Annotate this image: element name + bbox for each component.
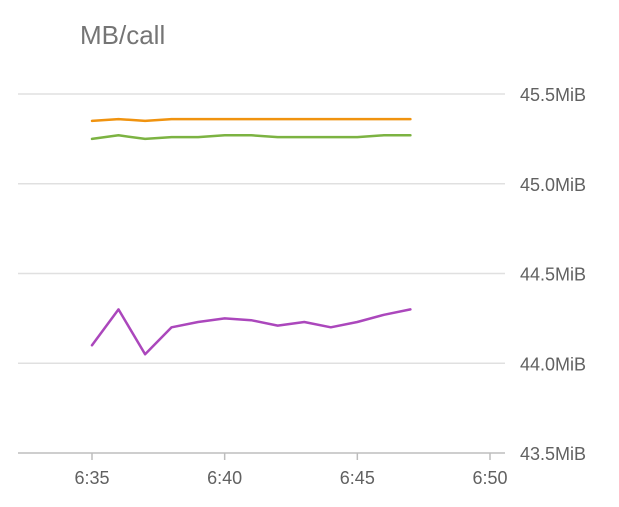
series-line-2: [90, 134, 412, 141]
x-tick-label: 6:50: [472, 468, 507, 488]
y-tick-label: 45.5MiB: [520, 85, 586, 105]
x-tick-label: 6:35: [74, 468, 109, 488]
y-tick-label: 45.0MiB: [520, 175, 586, 195]
chart-title: MB/call: [80, 20, 166, 50]
y-tick-label: 43.5MiB: [520, 444, 586, 464]
series-line-3: [90, 308, 412, 356]
y-tick-label: 44.0MiB: [520, 354, 586, 374]
series-line-1: [90, 117, 412, 123]
x-tick-label: 6:40: [207, 468, 242, 488]
x-tick-label: 6:45: [340, 468, 375, 488]
y-tick-label: 44.5MiB: [520, 265, 586, 285]
